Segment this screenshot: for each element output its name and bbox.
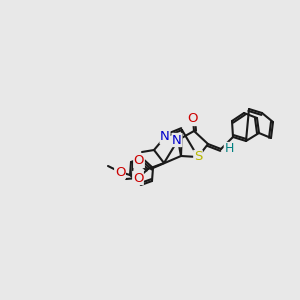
Text: O: O: [188, 112, 198, 125]
Text: N: N: [172, 134, 182, 146]
Text: O: O: [134, 154, 144, 167]
Text: O: O: [133, 172, 143, 184]
Text: S: S: [194, 151, 202, 164]
Text: N: N: [160, 130, 170, 143]
Text: O: O: [115, 166, 125, 178]
Text: H: H: [224, 142, 234, 155]
